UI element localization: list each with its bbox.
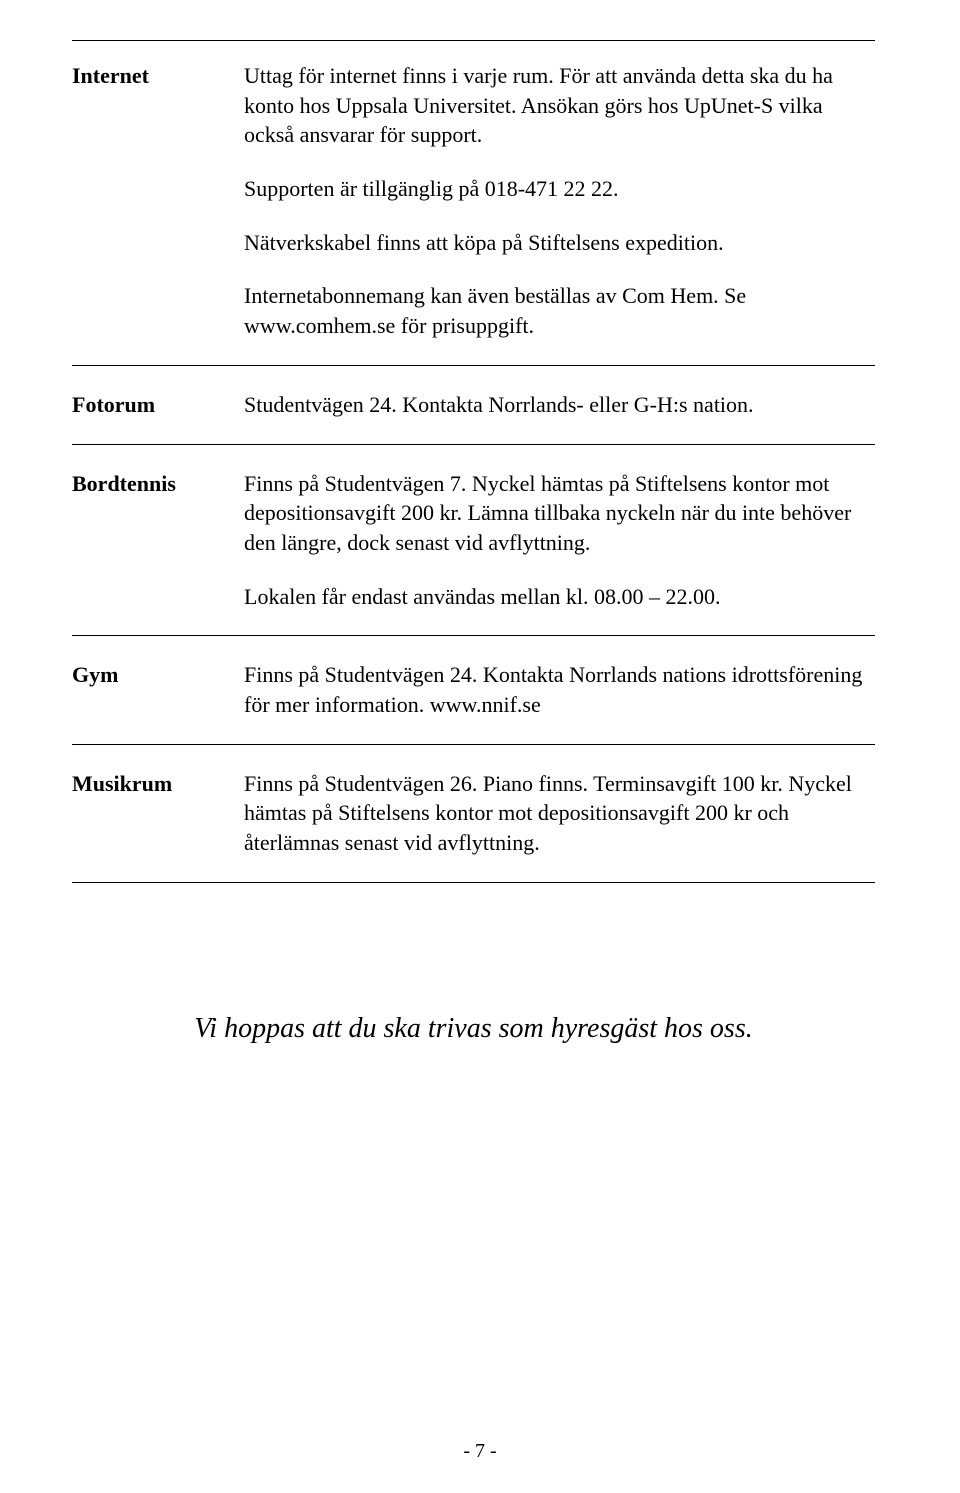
section-label-internet: Internet	[72, 61, 244, 341]
content-container: Internet Uttag för internet finns i varj…	[72, 40, 875, 1045]
section-body-fotorum: Studentvägen 24. Kontakta Norrlands- ell…	[244, 390, 875, 420]
section-bordtennis: Bordtennis Finns på Studentvägen 7. Nyck…	[72, 445, 875, 637]
section-body-internet: Uttag för internet finns i varje rum. Fö…	[244, 61, 875, 341]
paragraph: Studentvägen 24. Kontakta Norrlands- ell…	[244, 390, 875, 420]
section-body-gym: Finns på Studentvägen 24. Kontakta Norrl…	[244, 660, 875, 719]
section-body-musikrum: Finns på Studentvägen 26. Piano finns. T…	[244, 769, 875, 858]
paragraph: Lokalen får endast användas mellan kl. 0…	[244, 582, 875, 612]
paragraph: Nätverkskabel finns att köpa på Stiftels…	[244, 228, 875, 258]
paragraph: Uttag för internet finns i varje rum. Fö…	[244, 61, 875, 150]
closing-text: Vi hoppas att du ska trivas som hyresgäs…	[72, 1013, 875, 1045]
section-label-gym: Gym	[72, 660, 244, 719]
page-number: - 7 -	[0, 1440, 960, 1463]
paragraph: Internetabonnemang kan även beställas av…	[244, 281, 875, 340]
section-body-bordtennis: Finns på Studentvägen 7. Nyckel hämtas p…	[244, 469, 875, 612]
section-label-musikrum: Musikrum	[72, 769, 244, 858]
section-internet: Internet Uttag för internet finns i varj…	[72, 40, 875, 366]
paragraph: Finns på Studentvägen 7. Nyckel hämtas p…	[244, 469, 875, 558]
paragraph: Finns på Studentvägen 26. Piano finns. T…	[244, 769, 875, 858]
paragraph: Finns på Studentvägen 24. Kontakta Norrl…	[244, 660, 875, 719]
section-gym: Gym Finns på Studentvägen 24. Kontakta N…	[72, 636, 875, 744]
paragraph: Supporten är tillgänglig på 018-471 22 2…	[244, 174, 875, 204]
section-label-fotorum: Fotorum	[72, 390, 244, 420]
section-musikrum: Musikrum Finns på Studentvägen 26. Piano…	[72, 745, 875, 883]
section-fotorum: Fotorum Studentvägen 24. Kontakta Norrla…	[72, 366, 875, 445]
section-label-bordtennis: Bordtennis	[72, 469, 244, 612]
